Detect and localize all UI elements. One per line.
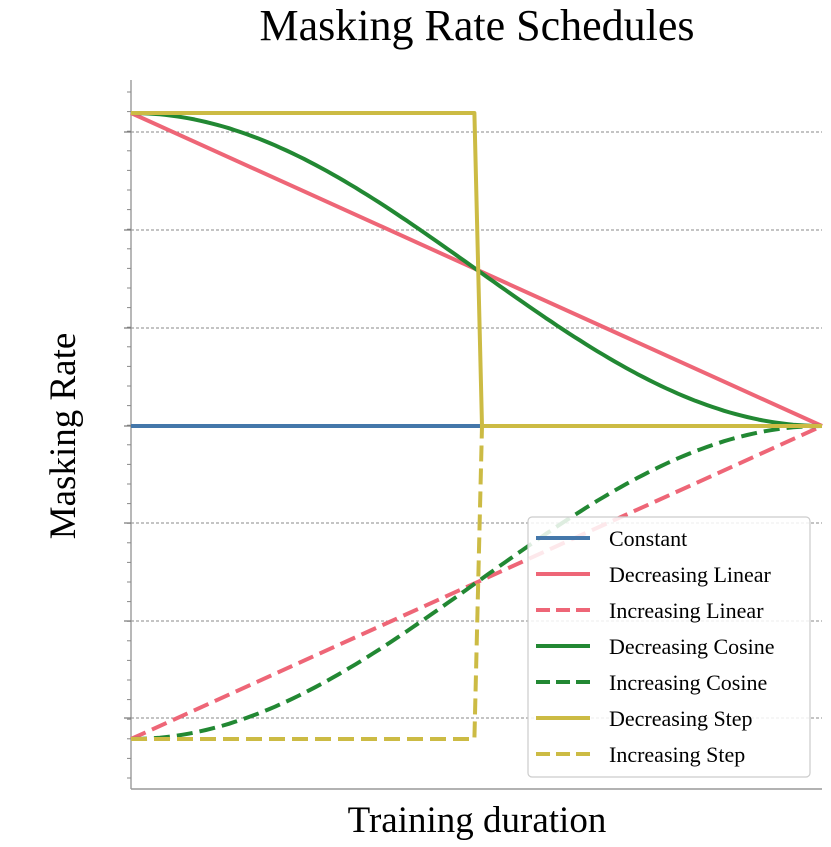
legend-label: Decreasing Step (609, 706, 753, 731)
legend-box (527, 516, 811, 778)
series-increasing-step (131, 424, 822, 741)
legend-label: Increasing Cosine (609, 670, 767, 695)
series-increasing-linear (130, 424, 823, 741)
y-axis-label: Masking Rate (43, 333, 84, 540)
legend-label: Decreasing Linear (609, 562, 772, 587)
legend-label: Increasing Step (609, 742, 745, 767)
legend: Constant Decreasing Linear Increasing Line… (527, 516, 811, 778)
chart-title: Masking Rate Schedules (259, 1, 694, 50)
x-axis-label: Training duration (348, 800, 607, 841)
legend-label: Decreasing Cosine (609, 634, 775, 659)
legend-label: Increasing Linear (609, 598, 764, 623)
legend-label: Constant (609, 526, 687, 551)
series-decreasing-step (131, 111, 822, 428)
series-lines (130, 111, 823, 741)
series-increasing-cosine (130, 424, 823, 741)
axes (124, 80, 822, 790)
